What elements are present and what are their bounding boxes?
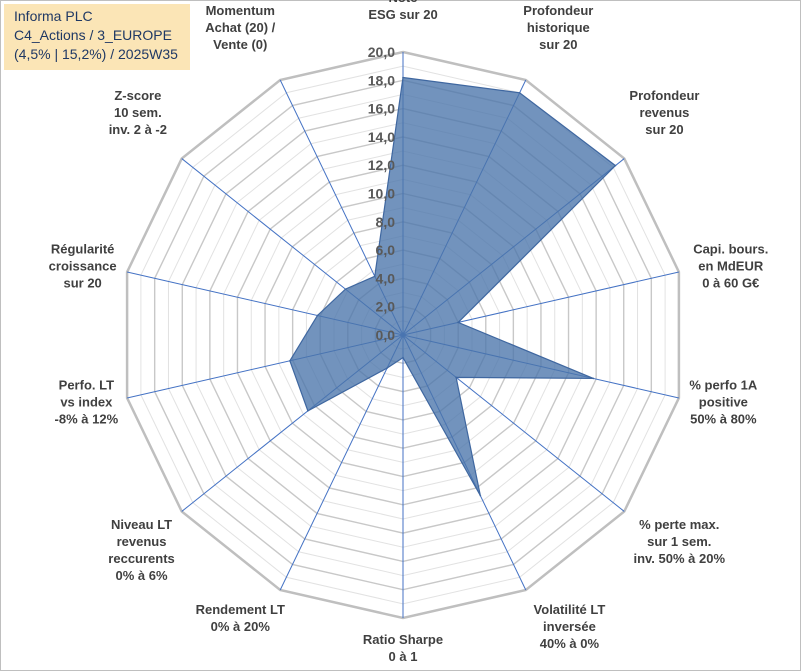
- axis-label-10-line-2: -8% à 12%: [55, 411, 119, 426]
- data-point-13: [373, 275, 376, 278]
- tick-label-3: 6,0: [376, 242, 396, 258]
- axis-label-4-line-2: 50% à 80%: [690, 411, 757, 426]
- axis-label-4-line-1: positive: [699, 394, 748, 409]
- data-point-4: [592, 377, 595, 380]
- axis-label-3-line-2: 0 à 60 G€: [702, 276, 759, 291]
- axis-label-13-line-2: Vente (0): [213, 37, 267, 52]
- axis-label-1-line-2: sur 20: [539, 37, 577, 52]
- tick-label-6: 12,0: [368, 157, 395, 173]
- axis-label-5-line-1: sur 1 sem.: [647, 534, 711, 549]
- axis-label-4: % perfo 1A positive 50% à 80%: [689, 377, 758, 426]
- axis-label-4-line-0: % perfo 1A: [689, 377, 758, 392]
- axis-label-0-line-0: Note: [389, 0, 418, 5]
- axis-label-11-line-1: croissance: [49, 259, 117, 274]
- spoke-8: [279, 334, 404, 591]
- tick-label-5: 10,0: [368, 186, 395, 202]
- axis-label-11: Régularité croissance sur 20: [49, 242, 117, 291]
- axis-label-6-line-2: 40% à 0%: [540, 636, 600, 651]
- data-point-7: [402, 356, 404, 359]
- axis-label-5-line-0: % perte max.: [639, 517, 719, 532]
- axis-label-10: Perfo. LT vs index -8% à 12%: [55, 377, 119, 426]
- axis-label-1: Profondeur historique sur 20: [523, 3, 593, 52]
- title-category: C4_Actions / 3_EUROPE: [14, 27, 172, 43]
- axis-label-12-line-0: Z-score: [114, 88, 161, 103]
- axis-label-7-line-0: Ratio Sharpe: [363, 632, 443, 647]
- axis-label-5-line-2: inv. 50% à 20%: [633, 551, 725, 566]
- tick-label-0: 0,0: [376, 327, 396, 343]
- data-point-12: [344, 288, 347, 290]
- tick-label-4: 8,0: [376, 214, 396, 230]
- axis-label-9-line-2: reccurents: [108, 551, 174, 566]
- tick-label-2: 4,0: [376, 270, 396, 286]
- tick-label-1: 2,0: [376, 299, 396, 315]
- data-point-2: [614, 164, 617, 167]
- axis-label-5: % perte max. sur 1 sem. inv. 50% à 20%: [633, 517, 725, 566]
- axis-label-2-line-0: Profondeur: [629, 88, 699, 103]
- axis-label-1-line-0: Profondeur: [523, 3, 593, 18]
- radar-axis-labels: Note ESG sur 20 Profondeur historique sur 20…: [49, 0, 769, 664]
- axis-label-11-line-2: sur 20: [63, 276, 101, 291]
- axis-label-13: Momentum Achat (20) / Vente (0): [205, 3, 275, 52]
- chart-title-box: Informa PLC C4_Actions / 3_EUROPE (4,5% …: [4, 4, 190, 70]
- data-point-5: [455, 376, 457, 379]
- data-point-11: [316, 314, 319, 317]
- axis-label-13-line-0: Momentum: [206, 3, 275, 18]
- axis-label-6-line-1: inversée: [543, 619, 596, 634]
- radar-tick-labels: 0,0 2,0 4,0 6,0 8,0 10,0 12,0 14,0 16,0 18,0 20,0: [368, 44, 395, 343]
- axis-label-12: Z-score 10 sem. inv. 2 à -2: [109, 88, 167, 137]
- axis-label-8: Rendement LT 0% à 20%: [196, 602, 285, 634]
- tick-label-10: 20,0: [368, 44, 395, 60]
- tick-label-8: 16,0: [368, 101, 395, 117]
- data-point-3: [457, 321, 459, 324]
- data-point-10: [289, 360, 291, 362]
- axis-label-11-line-0: Régularité: [51, 242, 115, 257]
- title-period: (4,5% | 15,2%) / 2025W35: [14, 46, 178, 62]
- axis-label-0: Note ESG sur 20: [368, 0, 437, 22]
- axis-label-7-line-1: 0 à 1: [389, 649, 418, 664]
- axis-label-3: Capi. bours. en MdEUR 0 à 60 G€: [693, 242, 768, 291]
- axis-label-1-line-1: historique: [527, 20, 590, 35]
- tick-label-7: 14,0: [368, 129, 395, 145]
- axis-label-7: Ratio Sharpe 0 à 1: [363, 632, 443, 664]
- axis-label-2-line-2: sur 20: [645, 122, 683, 137]
- title-company: Informa PLC: [14, 8, 93, 24]
- axis-label-9-line-3: 0% à 6%: [116, 568, 168, 583]
- axis-label-12-line-1: 10 sem.: [114, 105, 162, 120]
- axis-label-6-line-0: Volatilité LT: [534, 602, 606, 617]
- axis-label-10-line-0: Perfo. LT: [59, 377, 114, 392]
- axis-label-12-line-2: inv. 2 à -2: [109, 122, 167, 137]
- data-point-1: [518, 91, 521, 94]
- data-point-9: [307, 410, 309, 412]
- axis-label-8-line-0: Rendement LT: [196, 602, 285, 617]
- series-area: [289, 76, 617, 496]
- axis-label-0-line-1: ESG sur 20: [368, 7, 437, 22]
- radar-series: [289, 76, 617, 497]
- axis-label-9-line-0: Niveau LT: [111, 517, 172, 532]
- axis-label-13-line-1: Achat (20) /: [205, 20, 275, 35]
- data-point-8: [386, 367, 388, 369]
- data-point-0: [402, 76, 404, 79]
- axis-label-8-line-1: 0% à 20%: [211, 619, 271, 634]
- axis-label-9-line-1: revenus: [117, 534, 167, 549]
- axis-label-9: Niveau LT revenus reccurents 0% à 6%: [108, 517, 174, 583]
- data-point-6: [479, 494, 482, 497]
- axis-label-3-line-1: en MdEUR: [698, 259, 764, 274]
- axis-label-6: Volatilité LT inversée 40% à 0%: [534, 602, 606, 651]
- axis-label-10-line-1: vs index: [60, 394, 113, 409]
- axis-label-3-line-0: Capi. bours.: [693, 242, 768, 257]
- tick-label-9: 18,0: [368, 72, 395, 88]
- axis-label-2-line-1: revenus: [640, 105, 690, 120]
- axis-label-2: Profondeur revenus sur 20: [629, 88, 699, 137]
